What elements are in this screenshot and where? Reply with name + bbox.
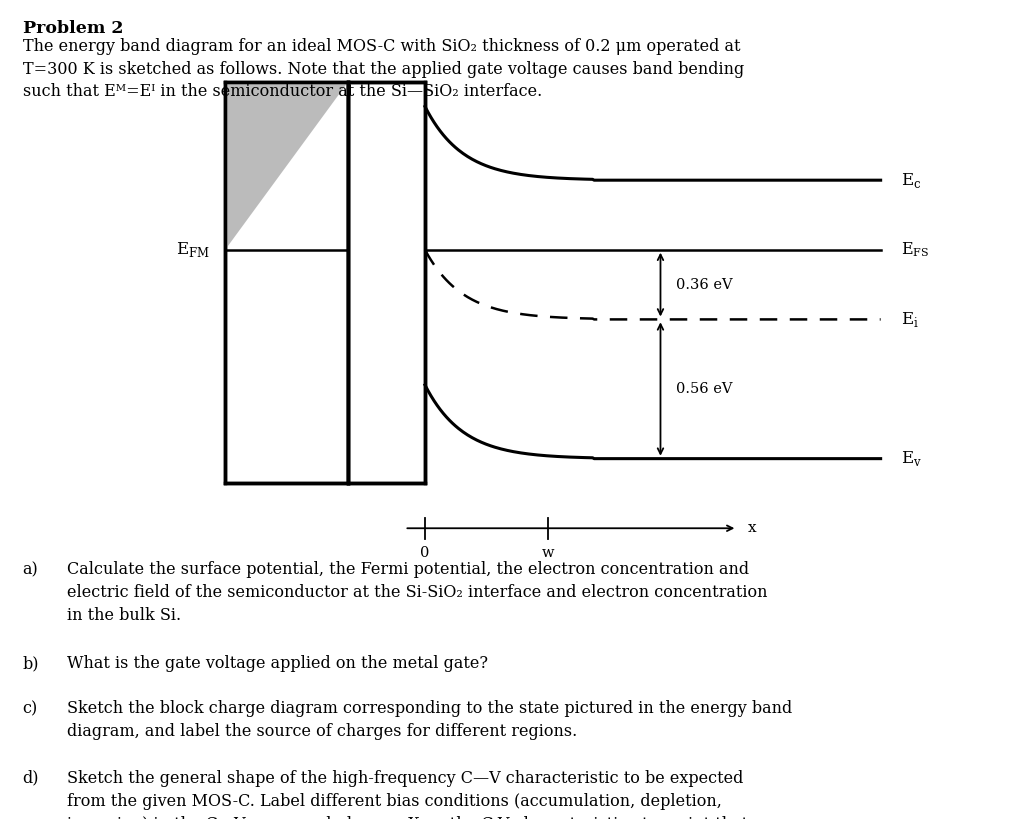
Text: c): c) [23, 700, 38, 717]
Text: 0.56 eV: 0.56 eV [676, 382, 732, 396]
Text: E$_\mathregular{FS}$: E$_\mathregular{FS}$ [901, 241, 930, 259]
Text: d): d) [23, 770, 39, 787]
Text: Calculate the surface potential, the Fermi potential, the electron concentration: Calculate the surface potential, the Fer… [67, 561, 767, 624]
Polygon shape [225, 82, 348, 250]
Text: 0: 0 [420, 546, 430, 560]
Text: a): a) [23, 561, 38, 578]
Text: E$_\mathregular{FM}$: E$_\mathregular{FM}$ [176, 240, 210, 260]
Text: What is the gate voltage applied on the metal gate?: What is the gate voltage applied on the … [67, 655, 487, 672]
Text: b): b) [23, 655, 39, 672]
Text: The energy band diagram for an ideal MOS-C with SiO₂ thickness of 0.2 μm operate: The energy band diagram for an ideal MOS… [23, 38, 743, 101]
Text: Problem 2: Problem 2 [23, 20, 123, 38]
Bar [348, 82, 425, 483]
Text: E$_\mathregular{v}$: E$_\mathregular{v}$ [901, 449, 922, 468]
Text: w: w [542, 546, 554, 560]
Text: x: x [748, 521, 756, 536]
Bar [225, 82, 348, 483]
Text: E$_\mathregular{i}$: E$_\mathregular{i}$ [901, 310, 919, 329]
Text: Sketch the general shape of the high-frequency C—V characteristic to be expected: Sketch the general shape of the high-fre… [67, 770, 748, 819]
Text: Sketch the block charge diagram corresponding to the state pictured in the energ: Sketch the block charge diagram correspo… [67, 700, 792, 740]
Text: E$_\mathregular{c}$: E$_\mathregular{c}$ [901, 170, 922, 190]
Text: 0.36 eV: 0.36 eV [676, 278, 732, 292]
